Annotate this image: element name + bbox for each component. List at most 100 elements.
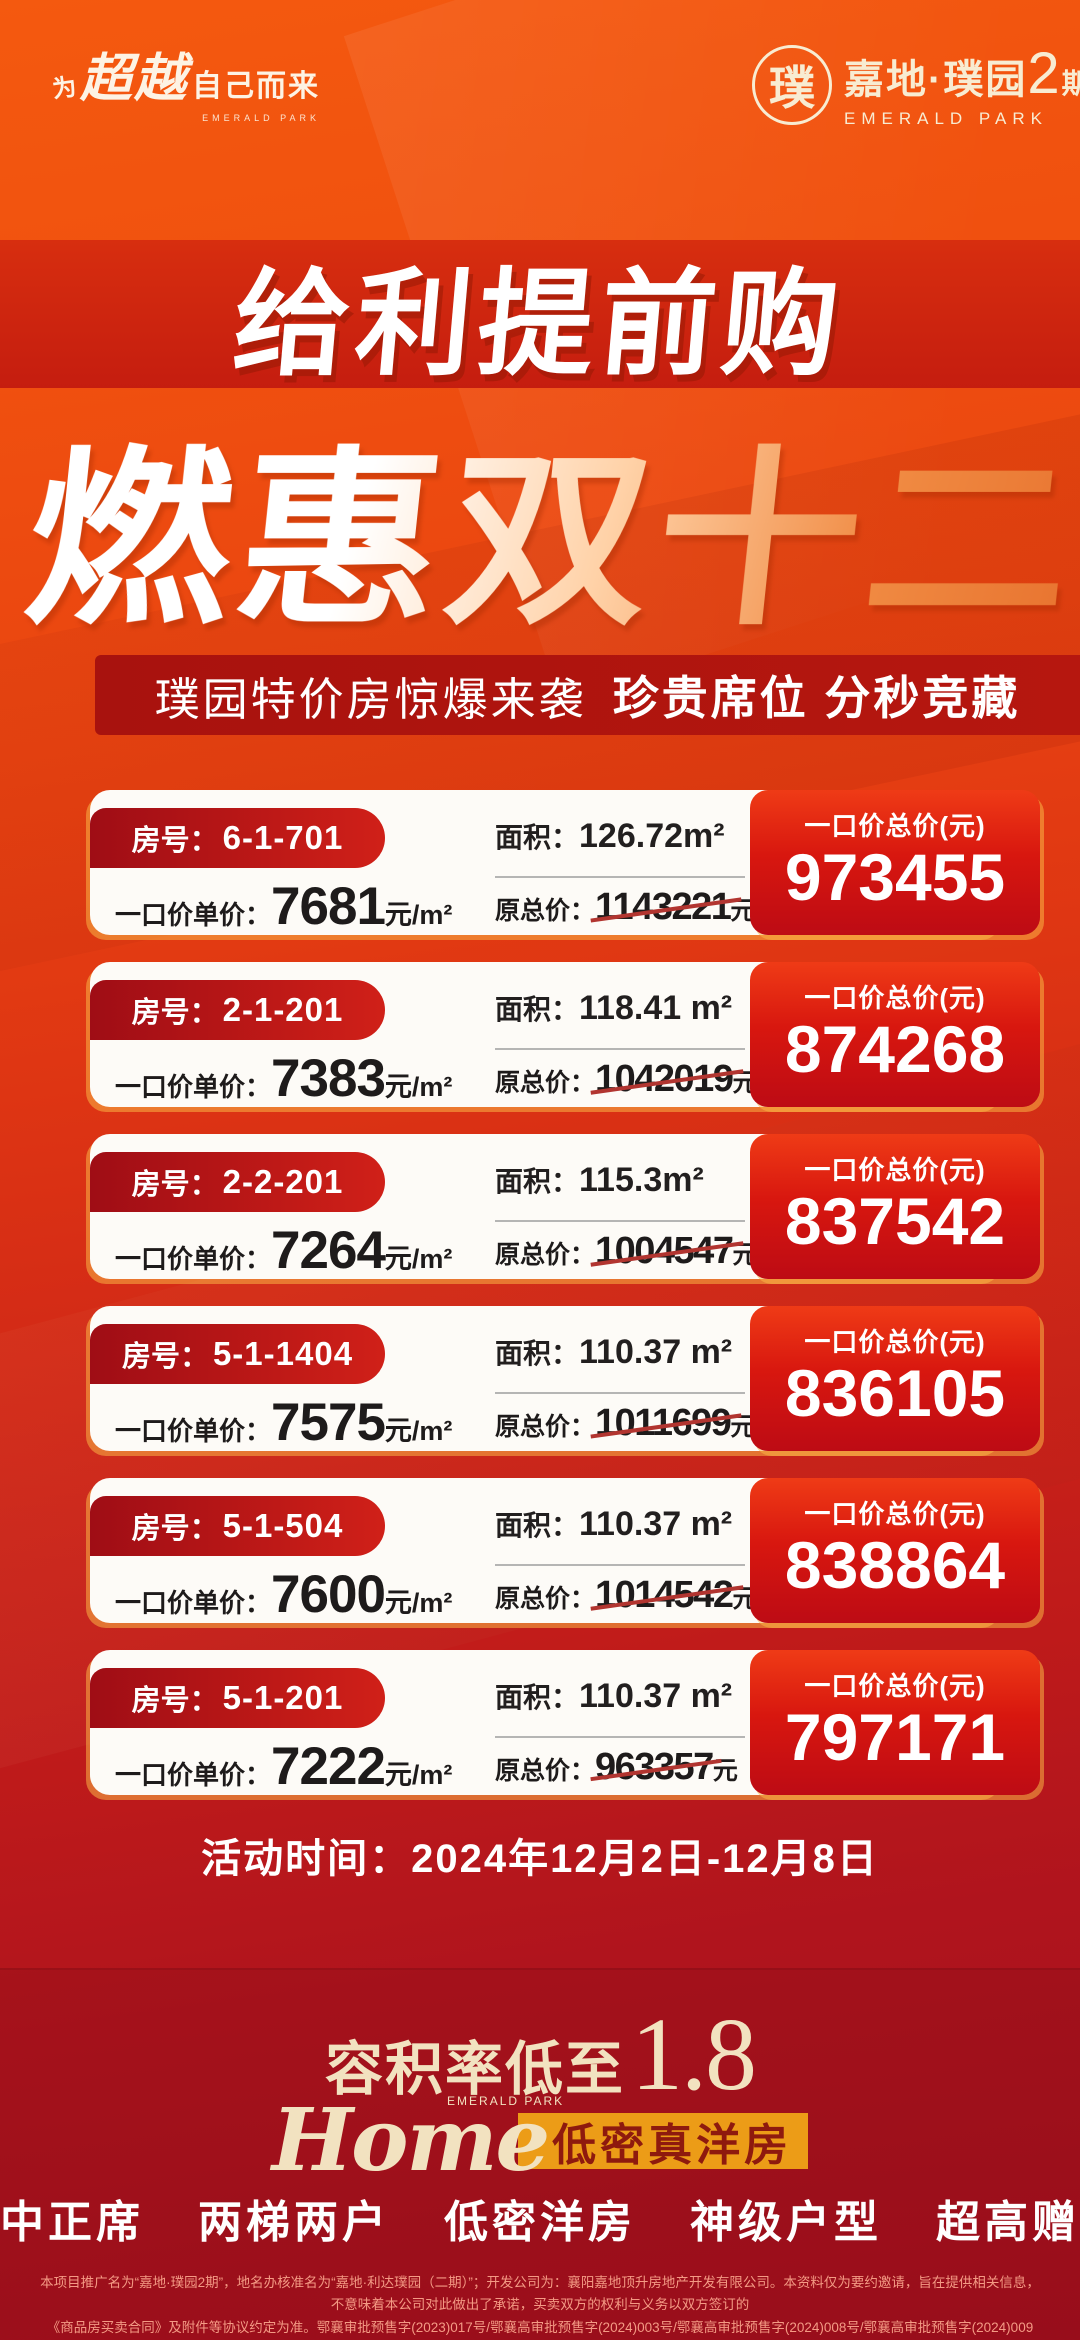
tag-item: 低密洋房 [444,2198,636,2247]
brand-name-main: 嘉地·璞园 [844,58,1028,102]
unit-price-row: 一口价单价： 7575 元/m² [115,1392,452,1453]
event-schedule: 活动时间：2024年12月2日-12月8日 [201,1837,879,1881]
room-value: 5-1-201 [222,1679,344,1716]
home-script-subtext: EMERALD PARK [447,2094,565,2108]
brand-home-line: Home EMERALD PARK 低密真洋房 [272,2090,809,2191]
unit-price-label: 一口价单价： [115,900,272,930]
unit-price-suffix: 元/m² [384,1760,453,1790]
original-price-value-struck: 1004547 [595,1230,734,1272]
listing-card: 房号： 5-1-504 面积： 110.37 m² 一口价单价： 7600 元/… [90,1478,1040,1625]
room-label: 房号： [121,1341,209,1373]
card-divider [495,1736,745,1738]
unit-price-row: 一口价单价： 7222 元/m² [115,1736,452,1797]
tag-item: 五中正席 [0,2198,144,2247]
original-price-row: 原总价： 1004547 元 [495,1230,757,1273]
listing-card: 房号： 2-2-201 面积： 115.3m² 一口价单价： 7264 元/m²… [90,1134,1040,1281]
fixed-price-box: 一口价总价(元) 797171 [750,1650,1040,1795]
original-price-label: 原总价： [495,1069,596,1097]
unit-price-suffix: 元/m² [384,1244,453,1274]
subtitle-banner: 璞园特价房惊爆来袭 珍贵席位 分秒竞藏 [95,655,1080,735]
unit-price-suffix: 元/m² [384,1588,453,1618]
unit-price-label: 一口价单价： [115,1760,272,1790]
room-value: 2-2-201 [222,1163,344,1200]
home-script-wrap: Home EMERALD PARK [272,2090,562,2191]
fixed-price-title: 一口价总价(元) [804,811,986,841]
listing-card: 房号： 2-1-201 面积： 118.41 m² 一口价单价： 7383 元/… [90,962,1040,1109]
unit-price-label: 一口价单价： [115,1244,272,1274]
plot-ratio-label: 容积率低至 [324,2037,625,2102]
slogan-subtext: EMERALD PARK [202,113,321,123]
area-label: 面积： [495,1682,580,1713]
unit-price-row: 一口价单价： 7383 元/m² [115,1048,452,1109]
tag-item: 神级户型 [690,2198,882,2247]
area-label: 面积： [495,822,580,853]
card-divider [495,1048,745,1050]
card-divider [495,1392,745,1394]
room-label: 房号： [131,1685,219,1717]
original-price-label: 原总价： [495,1585,596,1613]
fixed-price-title: 一口价总价(元) [804,1327,986,1357]
room-value: 5-1-1404 [212,1335,354,1372]
fixed-price-box: 一口价总价(元) 837542 [750,1134,1040,1279]
banner-text-bold: 珍贵席位 分秒竞藏 [612,672,1021,724]
unit-price-suffix: 元/m² [384,1416,453,1446]
fixed-price-title: 一口价总价(元) [804,1671,986,1701]
area-value: 110.37 m² [579,1505,733,1543]
room-label: 房号： [131,1513,219,1545]
fixed-price-value: 874268 [784,1012,1006,1086]
fixed-price-value: 836105 [784,1356,1006,1430]
area-row: 面积： 115.3m² [495,1160,704,1200]
unit-price-value: 7264 [271,1221,386,1280]
highlight-tagline: 低密真洋房 [518,2112,809,2170]
fixed-price-title: 一口价总价(元) [804,1155,986,1185]
unit-price-value: 7681 [271,877,386,936]
unit-price-row: 一口价单价： 7681 元/m² [115,876,452,937]
original-price-value-struck: 1014542 [595,1574,734,1616]
original-price-row: 原总价： 1143221 元 [495,886,755,929]
unit-price-value: 7600 [271,1565,386,1624]
brand-name-number: 2 [1027,41,1062,106]
area-label: 面积： [495,994,580,1025]
brand-name: 嘉地·璞园2期 [844,40,1080,107]
selling-point-tags: 五中正席 两梯两户 低密洋房 神级户型 超高赠送 [0,2186,1080,2250]
fixed-price-box: 一口价总价(元) 836105 [750,1306,1040,1451]
area-label: 面积： [495,1166,580,1197]
fixed-price-box: 一口价总价(元) 973455 [750,790,1040,935]
room-label: 房号： [131,825,219,857]
fixed-price-box: 一口价总价(元) 838864 [750,1478,1040,1623]
unit-price-label: 一口价单价： [115,1416,272,1446]
card-divider [495,876,745,878]
room-number-pill: 房号： 5-1-201 [90,1668,385,1728]
area-value: 118.41 m² [579,989,733,1027]
fixed-price-title: 一口价总价(元) [804,1499,986,1529]
slogan-main: 超越 [80,50,189,108]
original-price-value-struck: 1042019 [595,1058,734,1100]
room-value: 6-1-701 [222,819,344,856]
unit-price-value: 7383 [271,1049,386,1108]
original-price-value-struck: 1011699 [595,1402,732,1444]
fixed-price-title: 一口价总价(元) [804,983,986,1013]
unit-price-value: 7575 [271,1393,386,1452]
fixed-price-value: 837542 [784,1184,1006,1258]
fixed-price-value: 797171 [784,1700,1006,1774]
card-divider [495,1220,745,1222]
room-value: 2-1-201 [222,991,344,1028]
original-price-label: 原总价： [495,1757,596,1785]
hero-title-band: 给利提前购 [0,240,1080,389]
original-price-label: 原总价： [495,1413,596,1441]
room-label: 房号： [131,1169,219,1201]
original-price-yuan: 元 [712,1757,738,1785]
unit-price-suffix: 元/m² [384,900,453,930]
room-label: 房号： [131,997,219,1029]
original-price-row: 原总价： 1011699 元 [495,1402,755,1445]
area-label: 面积： [495,1510,580,1541]
slogan-prefix: 为 [50,73,79,104]
unit-price-row: 一口价单价： 7600 元/m² [115,1564,452,1625]
area-row: 面积： 110.37 m² [495,1676,732,1716]
unit-price-row: 一口价单价： 7264 元/m² [115,1220,452,1281]
original-price-row: 原总价： 1042019 元 [495,1058,757,1101]
original-price-value-struck: 1143221 [595,886,732,928]
fixed-price-value: 973455 [784,840,1006,914]
area-row: 面积： 110.37 m² [495,1332,732,1372]
